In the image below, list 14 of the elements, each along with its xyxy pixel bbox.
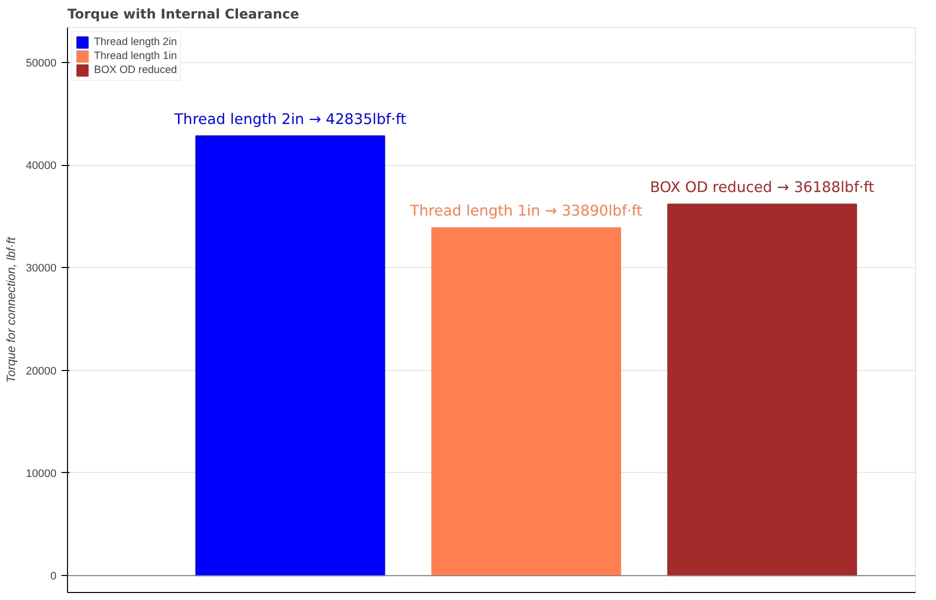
legend-label: Thread length 1in — [94, 49, 177, 63]
y-tick-label: 50000 — [26, 57, 57, 70]
y-tick-label: 40000 — [26, 160, 57, 172]
data-label: Thread length 2in → 42835lbf·ft — [173, 110, 407, 128]
data-label: Thread length 1in → 33890lbf·ft — [409, 202, 642, 220]
y-tick-label: 30000 — [26, 262, 57, 275]
y-tick-label: 20000 — [26, 365, 57, 378]
legend-label: Thread length 2in — [94, 35, 177, 49]
data-label: BOX OD reduced → 36188lbf·ft — [650, 179, 875, 196]
y-tick-label: 10000 — [26, 468, 57, 480]
legend-label: BOX OD reduced — [94, 63, 177, 77]
chart-title: Torque with Internal Clearance — [68, 8, 300, 22]
y-tick-label: 0 — [50, 570, 57, 583]
y-axis-title: Torque for connection, lbf·ft — [4, 236, 18, 383]
